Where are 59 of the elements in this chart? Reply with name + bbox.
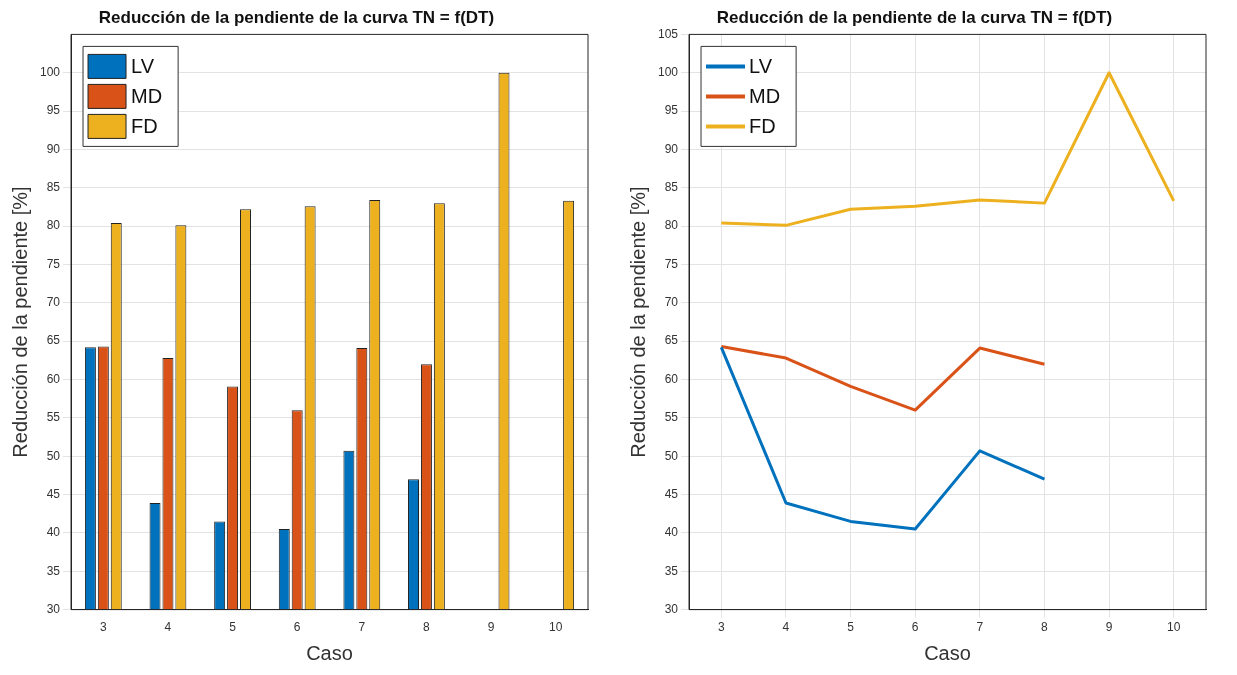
legend-label: FD — [749, 114, 776, 137]
x-tick-label: 8 — [1041, 620, 1049, 635]
y-tick-label: 60 — [46, 371, 61, 386]
x-tick-label: 6 — [293, 620, 301, 635]
y-tick-label: 90 — [664, 141, 679, 156]
legend-label: MD — [131, 84, 163, 107]
y-tick-label: 70 — [46, 295, 61, 310]
y-tick-label: 40 — [664, 525, 679, 540]
y-tick-label: 95 — [46, 103, 61, 118]
y-tick-label: 100 — [39, 65, 61, 80]
y-tick-label: 65 — [46, 333, 61, 348]
x-tick-label: 7 — [976, 620, 984, 635]
x-tick-label: 4 — [164, 620, 172, 635]
x-tick-label: 5 — [229, 620, 237, 635]
y-tick-label: 95 — [664, 103, 679, 118]
legend-label: LV — [131, 54, 155, 77]
x-tick-label: 3 — [99, 620, 107, 635]
y-tick-label: 35 — [46, 563, 61, 578]
y-tick-label: 85 — [664, 180, 679, 195]
y-tick-label: 30 — [664, 601, 679, 616]
y-tick-label: 65 — [664, 333, 679, 348]
chart-title: Reducción de la pendiente de la curva TN = f(DT) — [98, 7, 495, 27]
y-tick-label: 35 — [664, 563, 679, 578]
x-axis-title: Caso — [924, 641, 971, 664]
y-tick-label: 55 — [664, 410, 679, 425]
y-tick-label: 85 — [46, 180, 61, 195]
x-axis-title: Caso — [306, 641, 353, 664]
y-tick-label: 50 — [46, 448, 61, 463]
x-tick-label: 3 — [717, 620, 725, 635]
x-tick-label: 8 — [423, 620, 431, 635]
y-tick-label: 75 — [664, 256, 679, 271]
y-tick-label: 50 — [664, 448, 679, 463]
x-tick-label: 10 — [549, 620, 563, 635]
y-tick-label: 45 — [46, 486, 61, 501]
y-axis-title: Reducción de la pendiente [%] — [8, 186, 31, 458]
legend-label: FD — [131, 114, 158, 137]
y-tick-label: 45 — [664, 486, 679, 501]
x-tick-label: 6 — [911, 620, 919, 635]
y-tick-label: 100 — [657, 65, 679, 80]
legend-label: LV — [749, 54, 773, 77]
y-tick-label: 55 — [46, 410, 61, 425]
x-tick-label: 4 — [782, 620, 790, 635]
x-tick-label: 9 — [1105, 620, 1113, 635]
y-tick-label: 90 — [46, 141, 61, 156]
y-tick-label: 70 — [664, 295, 679, 310]
y-tick-label: 30 — [46, 601, 61, 616]
y-tick-label: 105 — [657, 26, 679, 41]
x-tick-label: 10 — [1167, 620, 1181, 635]
y-tick-label: 40 — [46, 525, 61, 540]
legend-label: MD — [749, 84, 781, 107]
x-tick-label: 7 — [358, 620, 366, 635]
y-tick-label: 80 — [664, 218, 679, 233]
y-tick-label: 60 — [664, 371, 679, 386]
y-tick-label: 75 — [46, 256, 61, 271]
chart-title: Reducción de la pendiente de la curva TN = f(DT) — [716, 7, 1113, 27]
x-tick-label: 5 — [847, 620, 855, 635]
x-tick-label: 9 — [487, 620, 495, 635]
y-axis-title: Reducción de la pendiente [%] — [626, 186, 649, 458]
y-tick-label: 80 — [46, 218, 61, 233]
